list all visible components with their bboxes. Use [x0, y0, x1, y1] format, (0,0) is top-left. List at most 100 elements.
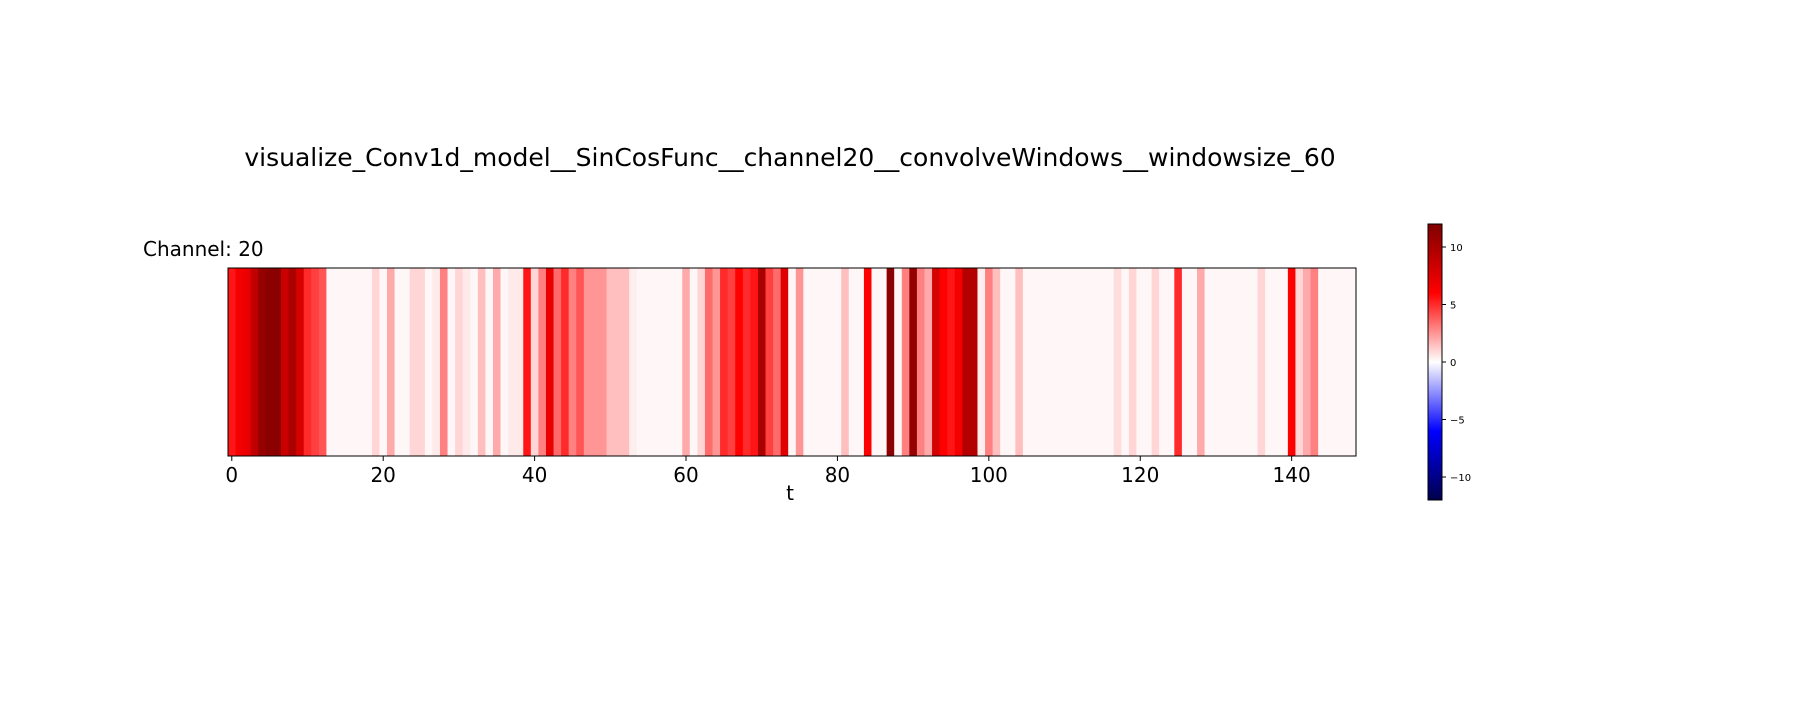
heatmap-cell: [909, 268, 918, 456]
heatmap-cell: [1174, 268, 1183, 456]
heatmap-cell: [364, 268, 373, 456]
heatmap-cell: [750, 268, 759, 456]
heatmap-cell: [992, 268, 1001, 456]
heatmap-cell: [720, 268, 729, 456]
heatmap-cell: [455, 268, 464, 456]
heatmap-cell: [462, 268, 471, 456]
heatmap-cell: [1151, 268, 1160, 456]
heatmap-cell: [939, 268, 948, 456]
colorbar-ticks: 10 5 0 −5 −10: [1442, 243, 1471, 484]
heatmap-cell: [598, 268, 608, 456]
heatmap-cell: [1348, 268, 1357, 456]
heatmap-cell: [1234, 268, 1244, 456]
colorbar-tick-label: 5: [1450, 301, 1456, 312]
colorbar-tick-label: −10: [1450, 473, 1471, 484]
heatmap-cell: [1219, 268, 1228, 456]
heatmap-cell: [568, 268, 577, 456]
heatmap-cell: [538, 268, 547, 456]
heatmap-cell: [1204, 268, 1213, 456]
heatmap-cell: [826, 268, 835, 456]
heatmap-cell: [1098, 268, 1107, 456]
subplot-title: Channel: 20: [143, 237, 264, 261]
heatmap-cell: [1310, 268, 1319, 456]
colorbar-tick-label: 0: [1450, 358, 1456, 369]
heatmap-cell: [576, 268, 585, 456]
heatmap-cell: [515, 268, 524, 456]
heatmap-cell: [765, 268, 774, 456]
heatmap-cell: [485, 268, 494, 456]
heatmap-cell: [636, 268, 645, 456]
heatmap-cell: [1007, 268, 1016, 456]
heatmap-cell: [409, 268, 418, 456]
heatmap-cell: [901, 268, 910, 456]
heatmap-cell: [667, 268, 676, 456]
heatmap-cell: [235, 268, 244, 456]
heatmap-cell: [742, 268, 751, 456]
figure-title: visualize_Conv1d_model__SinCosFunc__chan…: [244, 143, 1335, 172]
heatmap-cell: [674, 268, 683, 456]
heatmap-cell: [228, 268, 237, 456]
heatmap-cell: [1295, 268, 1304, 456]
heatmap-cell: [591, 268, 600, 456]
heatmap-cell: [833, 268, 842, 456]
heatmap-cell: [1318, 268, 1327, 456]
axes-frame: [227, 267, 1357, 457]
heatmap-cell: [1340, 268, 1350, 456]
heatmap-cell: [848, 268, 857, 456]
heatmap-cell: [424, 268, 433, 456]
heatmap-cell: [1060, 268, 1069, 456]
heatmap-cell: [333, 268, 343, 456]
heatmap-cell: [1144, 268, 1153, 456]
heatmap-cell: [1325, 268, 1334, 456]
heatmap-cell: [788, 268, 797, 456]
heatmap-cell: [394, 268, 403, 456]
heatmap-cell: [508, 268, 517, 456]
heatmap-cell: [492, 268, 502, 456]
heatmap-cell: [962, 268, 971, 456]
heatmap-cell: [644, 268, 653, 456]
x-tick-label: 40: [522, 463, 547, 487]
x-tick-label: 0: [225, 463, 238, 487]
heatmap-cell: [1166, 268, 1175, 456]
heatmap-cell: [1068, 268, 1077, 456]
heatmap-cell: [932, 268, 941, 456]
heatmap-cell: [818, 268, 827, 456]
heatmap-cell: [606, 268, 615, 456]
heatmap-cell: [523, 268, 532, 456]
x-tick-label: 80: [825, 463, 850, 487]
x-tick-label: 140: [1273, 463, 1311, 487]
heatmap-cell: [863, 268, 873, 456]
heatmap-cell: [682, 268, 691, 456]
heatmap-cell: [265, 268, 275, 456]
heatmap-cell: [296, 268, 305, 456]
heatmap-cell: [341, 268, 350, 456]
heatmap-cell: [1159, 268, 1168, 456]
heatmap-cell: [545, 268, 555, 456]
heatmap-cell: [1212, 268, 1221, 456]
x-axis-label: t: [786, 481, 794, 505]
heatmap-cell: [583, 268, 592, 456]
heatmap-cell: [629, 268, 638, 456]
heatmap-cell: [326, 268, 335, 456]
heatmap-cell: [621, 268, 630, 456]
heatmap-cell: [371, 268, 381, 456]
heatmap-cell: [553, 268, 562, 456]
heatmap-cell: [697, 268, 706, 456]
heatmap-cell: [757, 268, 767, 456]
heatmap-cell: [1181, 268, 1191, 456]
heatmap-cell: [243, 268, 252, 456]
heatmap-cell: [871, 268, 880, 456]
heatmap-cell: [985, 268, 994, 456]
heatmap-cell: [1091, 268, 1100, 456]
heatmap-cell: [1106, 268, 1115, 456]
x-tick-label: 120: [1121, 463, 1159, 487]
heatmap-cells: [228, 268, 1357, 456]
heatmap-cell: [500, 268, 509, 456]
heatmap-cell: [659, 268, 668, 456]
heatmap-cell: [1128, 268, 1138, 456]
heatmap-cell: [1287, 268, 1297, 456]
heatmap-cell: [477, 268, 486, 456]
heatmap-cell: [727, 268, 736, 456]
heatmap-cell: [280, 268, 290, 456]
